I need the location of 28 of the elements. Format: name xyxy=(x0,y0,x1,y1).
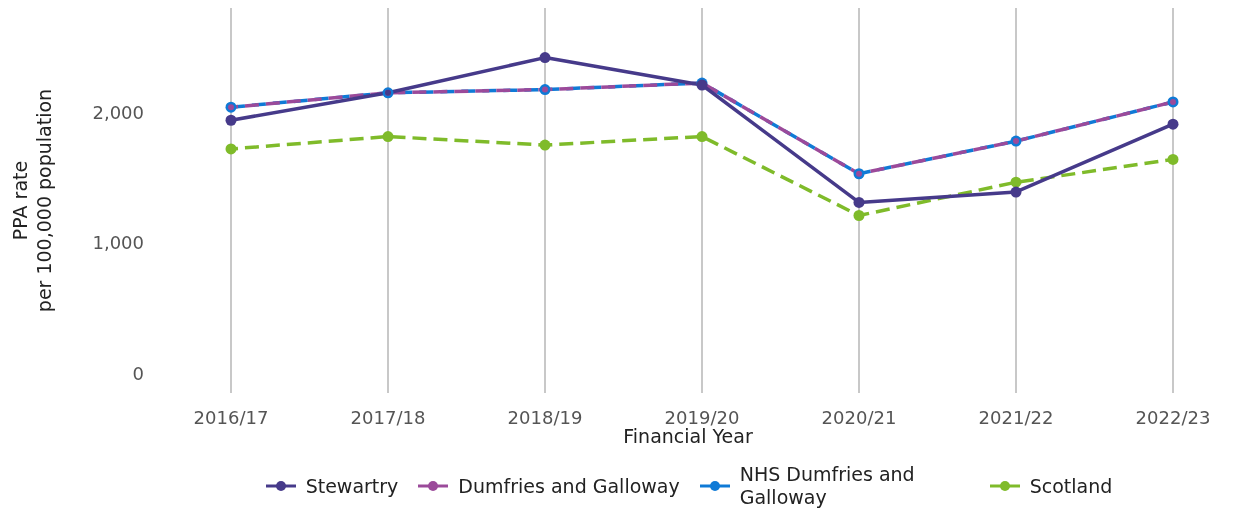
legend-label: NHS Dumfries and Galloway xyxy=(739,463,916,509)
x-tick-label: 2022/23 xyxy=(1135,406,1211,428)
point xyxy=(539,139,551,151)
point xyxy=(696,131,708,143)
y-tick-label: 1,000 xyxy=(92,232,144,254)
point xyxy=(1167,118,1179,130)
point xyxy=(1167,153,1179,165)
y-axis-title: PPA rate per 100,000 population xyxy=(9,88,55,313)
point xyxy=(225,114,237,126)
y-tick-label: 2,000 xyxy=(92,101,144,123)
point xyxy=(853,196,865,208)
x-tick-label: 2019/20 xyxy=(664,406,740,428)
x-tick-label: 2016/17 xyxy=(193,406,269,428)
x-tick-label: 2020/21 xyxy=(821,406,897,428)
point xyxy=(1010,186,1022,198)
point xyxy=(853,210,865,222)
x-axis-title: Financial Year xyxy=(623,425,753,447)
x-tick-label: 2018/19 xyxy=(507,406,583,428)
legend-label: Scotland xyxy=(1029,474,1113,498)
point xyxy=(225,143,237,155)
legend-label: Dumfries and Galloway xyxy=(458,474,680,498)
point xyxy=(382,131,394,143)
point xyxy=(539,52,551,64)
x-tick-label: 2021/22 xyxy=(978,406,1054,428)
point xyxy=(1010,176,1022,188)
legend-label: Stewartry xyxy=(305,474,399,498)
x-tick-label: 2017/18 xyxy=(350,406,426,428)
y-tick-label: 0 xyxy=(132,362,144,384)
